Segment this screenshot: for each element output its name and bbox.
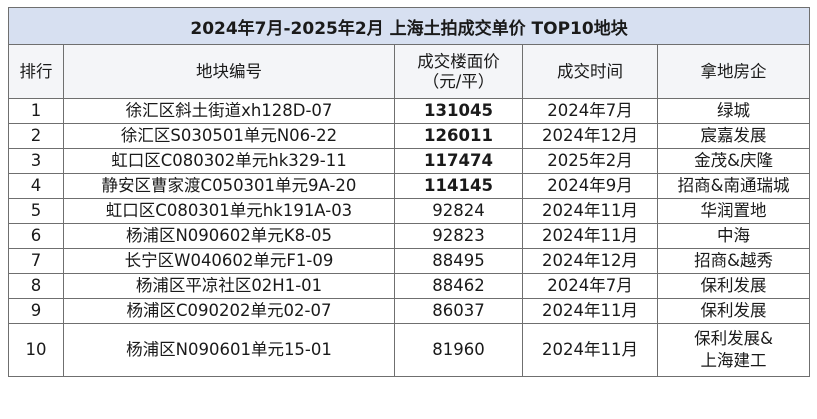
price-cell: 88462 (394, 273, 523, 299)
developer-cell: 保利发展& 上海建工 (656, 323, 811, 377)
developer-cell: 招商&越秀 (656, 248, 811, 274)
plot-cell: 杨浦区N090601单元15-01 (63, 323, 395, 377)
plot-cell: 杨浦区C090202单元02-07 (63, 298, 395, 324)
developer-cell: 华润置地 (656, 198, 811, 224)
price-cell: 92824 (394, 198, 523, 224)
header-plot: 地块编号 (63, 44, 395, 99)
plot-cell: 长宁区W040602单元F1-09 (63, 248, 395, 274)
table-row: 3 虹口区C080302单元hk329-11 117474 2025年2月 金茂… (8, 148, 811, 174)
rank-cell: 3 (8, 148, 64, 174)
table-row: 6 杨浦区N090602单元K8-05 92823 2024年11月 中海 (8, 223, 811, 249)
rank-cell: 10 (8, 323, 64, 377)
table-title-row: 2024年7月-2025年2月 上海土拍成交单价 TOP10地块 (7, 7, 811, 45)
developer-cell: 中海 (656, 223, 811, 249)
time-cell: 2024年12月 (522, 248, 658, 274)
table-row: 1 徐汇区斜土街道xh128D-07 131045 2024年7月 绿城 (8, 98, 811, 124)
table-row: 2 徐汇区S030501单元N06-22 126011 2024年12月 宸嘉发… (8, 123, 811, 149)
table-row: 5 虹口区C080301单元hk191A-03 92824 2024年11月 华… (8, 198, 811, 224)
rank-cell: 6 (8, 223, 64, 249)
time-cell: 2024年11月 (522, 198, 658, 224)
time-cell: 2024年11月 (522, 323, 658, 377)
developer-cell: 保利发展 (656, 273, 811, 299)
price-cell: 126011 (394, 123, 523, 149)
developer-line2: 上海建工 (700, 351, 767, 370)
price-cell: 131045 (394, 98, 523, 124)
header-row: 排行 地块编号 成交楼面价 （元/平） 成交时间 拿地房企 (8, 44, 811, 99)
header-rank: 排行 (8, 44, 64, 99)
rank-cell: 7 (8, 248, 64, 274)
plot-cell: 徐汇区斜土街道xh128D-07 (63, 98, 395, 124)
time-cell: 2024年9月 (522, 173, 658, 199)
rank-cell: 4 (8, 173, 64, 199)
plot-cell: 虹口区C080302单元hk329-11 (63, 148, 395, 174)
header-price-line1: 成交楼面价 (417, 51, 500, 71)
time-cell: 2024年11月 (522, 298, 658, 324)
table-title: 2024年7月-2025年2月 上海土拍成交单价 TOP10地块 (7, 7, 811, 45)
ranking-table: 2024年7月-2025年2月 上海土拍成交单价 TOP10地块 排行 地块编号… (7, 7, 811, 377)
time-cell: 2024年12月 (522, 123, 658, 149)
developer-cell: 宸嘉发展 (656, 123, 811, 149)
rank-cell: 1 (8, 98, 64, 124)
developer-cell: 绿城 (656, 98, 811, 124)
developer-line1: 保利发展& (694, 329, 773, 348)
plot-cell: 虹口区C080301单元hk191A-03 (63, 198, 395, 224)
developer-cell: 金茂&庆隆 (656, 148, 811, 174)
price-cell: 88495 (394, 248, 523, 274)
developer-cell: 保利发展 (656, 298, 811, 324)
price-cell: 114145 (394, 173, 523, 199)
table-row: 10 杨浦区N090601单元15-01 81960 2024年11月 保利发展… (8, 323, 811, 377)
price-cell: 86037 (394, 298, 523, 324)
table-row: 7 长宁区W040602单元F1-09 88495 2024年12月 招商&越秀 (8, 248, 811, 274)
rank-cell: 2 (8, 123, 64, 149)
developer-cell: 招商&南通瑞城 (656, 173, 811, 199)
rank-cell: 9 (8, 298, 64, 324)
rank-cell: 5 (8, 198, 64, 224)
time-cell: 2024年7月 (522, 98, 658, 124)
table-row: 8 杨浦区平凉社区02H1-01 88462 2024年7月 保利发展 (8, 273, 811, 299)
price-cell: 92823 (394, 223, 523, 249)
ranking-table-container: 2024年7月-2025年2月 上海土拍成交单价 TOP10地块 排行 地块编号… (7, 7, 811, 377)
time-cell: 2024年11月 (522, 223, 658, 249)
plot-cell: 杨浦区平凉社区02H1-01 (63, 273, 395, 299)
table-row: 4 静安区曹家渡C050301单元9A-20 114145 2024年9月 招商… (8, 173, 811, 199)
plot-cell: 静安区曹家渡C050301单元9A-20 (63, 173, 395, 199)
price-cell: 81960 (394, 323, 523, 377)
header-time: 成交时间 (522, 44, 658, 99)
header-price: 成交楼面价 （元/平） (394, 44, 523, 99)
price-cell: 117474 (394, 148, 523, 174)
time-cell: 2025年2月 (522, 148, 658, 174)
rank-cell: 8 (8, 273, 64, 299)
table-row: 9 杨浦区C090202单元02-07 86037 2024年11月 保利发展 (8, 298, 811, 324)
header-price-line2: （元/平） (422, 71, 495, 91)
plot-cell: 徐汇区S030501单元N06-22 (63, 123, 395, 149)
plot-cell: 杨浦区N090602单元K8-05 (63, 223, 395, 249)
time-cell: 2024年7月 (522, 273, 658, 299)
header-developer: 拿地房企 (656, 44, 811, 99)
